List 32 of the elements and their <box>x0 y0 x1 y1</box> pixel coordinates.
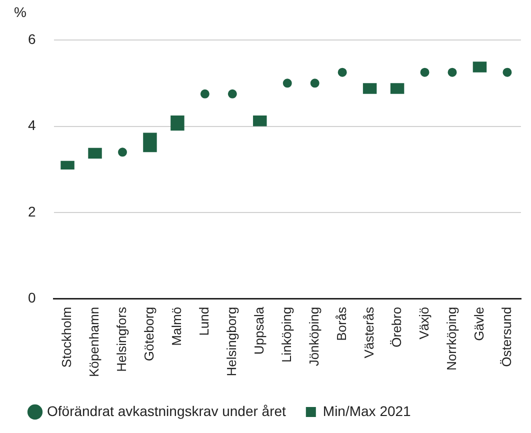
x-tick-label: Stockholm <box>59 306 74 368</box>
bar <box>88 148 102 159</box>
x-tick-label: Västerås <box>361 306 376 358</box>
x-tick-label: Linköping <box>278 306 294 363</box>
legend-label: Min/Max 2021 <box>322 402 412 419</box>
bar <box>472 62 487 72</box>
x-tick-label: Göteborg <box>142 306 157 362</box>
x-tick-label: Jönköping <box>306 306 322 366</box>
x-tick-label: Helsingfors <box>114 306 130 372</box>
x-tick-label: Köpenhamn <box>86 306 102 378</box>
y-tick-label: 2 <box>28 203 36 220</box>
bar <box>170 116 184 131</box>
bar <box>143 132 157 152</box>
bar <box>362 83 377 94</box>
x-tick-label: Malmö <box>169 306 184 346</box>
x-tick-label: Borås <box>334 306 349 341</box>
x-tick-label: Norrköping <box>444 306 459 370</box>
bar <box>390 83 404 94</box>
bar <box>60 160 74 170</box>
x-tick-label: Gävle <box>471 306 486 341</box>
y-axis-title: % <box>14 4 26 20</box>
x-tick-label: Helsingborg <box>224 306 239 376</box>
x-tick-label: Växjö <box>416 306 432 340</box>
y-tick-label: 0 <box>28 290 36 306</box>
bar <box>253 116 267 126</box>
legend-label: Oförändrat avkastningskrav under året <box>47 402 286 419</box>
x-tick-label: Lund <box>196 306 212 336</box>
x-tick-label: Uppsala <box>251 306 266 355</box>
y-tick-label: 4 <box>28 117 36 134</box>
y-tick-label: 6 <box>28 30 36 47</box>
x-tick-label: Östersund <box>498 306 514 367</box>
x-tick-label: Örebro <box>388 306 404 348</box>
